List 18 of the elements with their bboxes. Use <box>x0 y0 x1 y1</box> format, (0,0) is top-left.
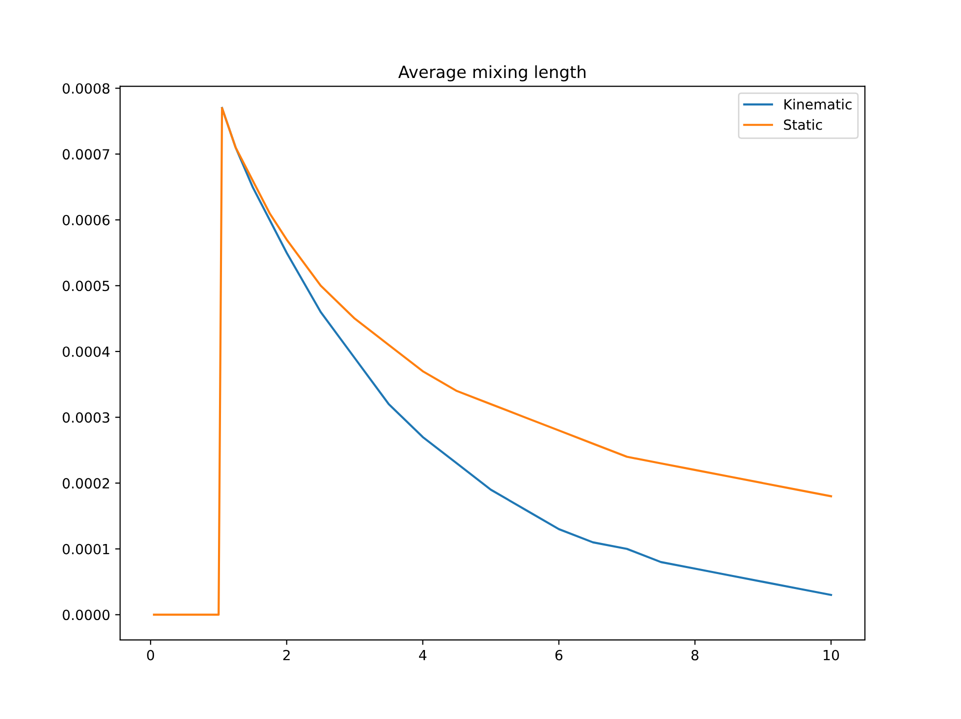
chart-title: Average mixing length <box>398 65 586 82</box>
x-tick-label: 0 <box>147 650 154 660</box>
y-tick-label: 0.0000 <box>62 610 110 620</box>
x-tick-label: 2 <box>283 650 290 660</box>
y-tick-label: 0.0008 <box>62 83 110 94</box>
legend-label: Kinematic <box>784 98 852 110</box>
x-tick-label: 8 <box>691 650 698 660</box>
y-tick-label: 0.0001 <box>62 544 110 554</box>
y-tick-label: 0.0002 <box>62 478 110 489</box>
x-tick-label: 4 <box>419 650 426 660</box>
y-tick-label: 0.0006 <box>62 214 110 226</box>
x-tick-label: 10 <box>824 650 839 660</box>
y-tick-label: 0.0007 <box>62 149 110 160</box>
x-tick-label: 6 <box>555 650 562 660</box>
y-tick-label: 0.0005 <box>62 280 110 292</box>
y-tick-label: 0.0004 <box>62 346 110 357</box>
y-tick-label: 0.0003 <box>62 412 110 423</box>
legend-label: Static <box>784 119 822 130</box>
